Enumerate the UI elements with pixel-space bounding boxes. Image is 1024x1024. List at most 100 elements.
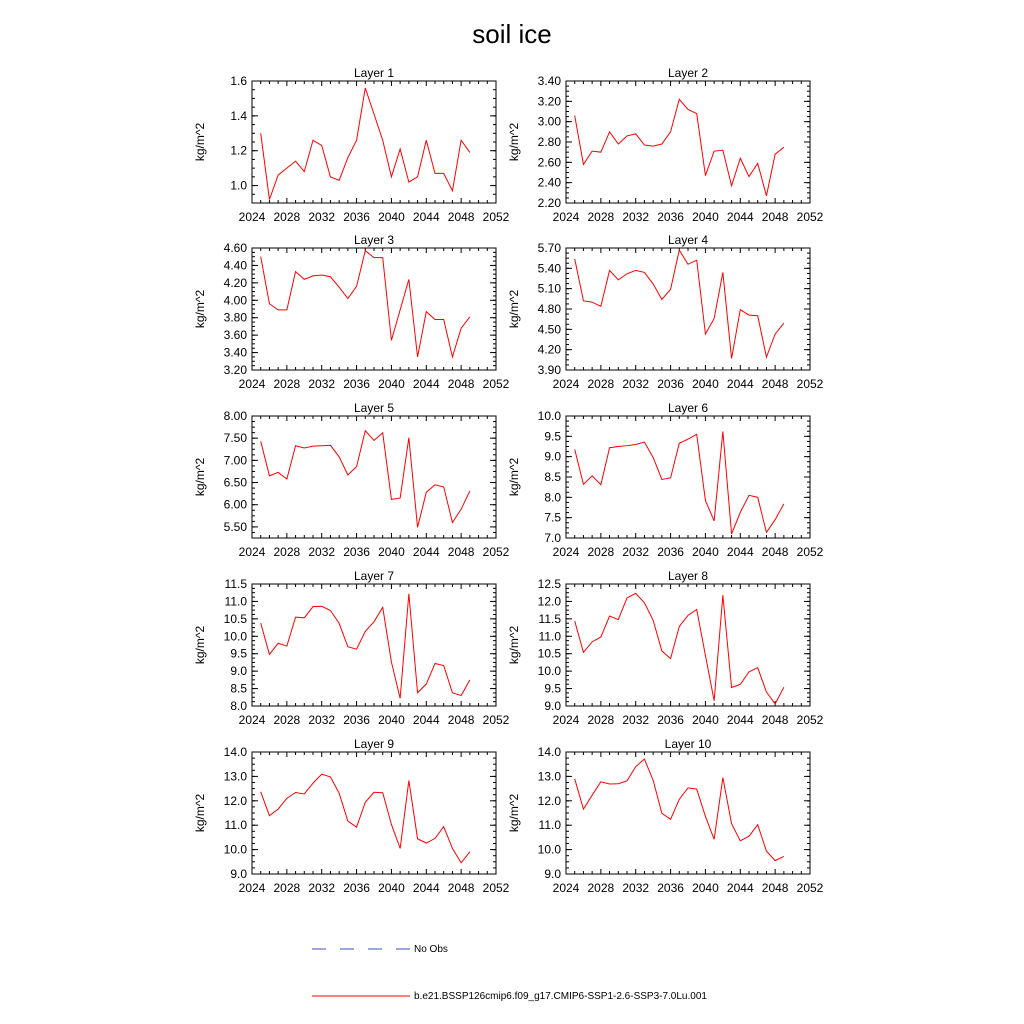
x-tick-label: 2052 xyxy=(797,713,824,727)
x-tick-label: 2052 xyxy=(483,377,510,391)
panel-title: Layer 8 xyxy=(668,569,708,583)
y-tick-label: 9.5 xyxy=(544,682,561,696)
y-axis-label: kg/m^2 xyxy=(507,123,521,162)
plot-frame xyxy=(251,247,497,371)
panel-title: Layer 6 xyxy=(668,401,708,415)
y-tick-label: 3.20 xyxy=(538,94,562,108)
x-tick-label: 2028 xyxy=(588,210,615,224)
y-tick-label: 1.6 xyxy=(230,74,247,88)
series-line xyxy=(260,773,471,864)
y-tick-label: 4.60 xyxy=(224,241,248,255)
x-tick-label: 2032 xyxy=(622,713,649,727)
y-tick-label: 3.00 xyxy=(538,115,562,129)
y-tick-label: 9.5 xyxy=(544,429,561,443)
panels: Layer 1 2024 2028 2032 2036 2040 2044 2048 2052 1… xyxy=(193,66,824,895)
plot-frame xyxy=(251,80,497,204)
x-tick-label: 2028 xyxy=(588,881,615,895)
y-tick-label: 8.5 xyxy=(544,470,561,484)
series-line xyxy=(260,249,471,359)
plot-frame xyxy=(565,583,811,707)
x-tick-label: 2040 xyxy=(692,377,719,391)
plot-frame xyxy=(251,415,497,539)
x-tick-label: 2036 xyxy=(657,377,684,391)
x-tick-label: 2044 xyxy=(413,881,440,895)
x-tick-label: 2040 xyxy=(692,210,719,224)
x-tick-label: 2044 xyxy=(413,713,440,727)
y-tick-label: 1.2 xyxy=(230,144,247,158)
y-tick-label: 3.40 xyxy=(538,74,562,88)
y-tick-label: 7.0 xyxy=(544,531,561,545)
x-tick-label: 2048 xyxy=(762,210,789,224)
y-tick-label: 3.80 xyxy=(224,311,248,325)
panel-title: Layer 3 xyxy=(354,233,394,247)
x-tick-label: 2044 xyxy=(727,545,754,559)
panel-layer-2: Layer 2 2024 2028 2032 2036 2040 2044 2048 2052 2… xyxy=(507,66,824,224)
series-line xyxy=(574,98,785,197)
y-axis-label: kg/m^2 xyxy=(193,794,207,833)
x-tick-label: 2052 xyxy=(797,545,824,559)
x-tick-label: 2052 xyxy=(483,210,510,224)
y-tick-label: 11.0 xyxy=(225,818,248,832)
x-tick-label: 2028 xyxy=(274,713,301,727)
x-tick-label: 2048 xyxy=(448,545,475,559)
x-tick-label: 2032 xyxy=(308,210,335,224)
y-tick-label: 7.50 xyxy=(224,431,248,445)
plot-frame xyxy=(251,583,497,707)
x-tick-label: 2028 xyxy=(588,377,615,391)
y-tick-label: 4.40 xyxy=(224,258,248,272)
panel-title: Layer 1 xyxy=(354,66,394,80)
panel-layer-5: Layer 5 2024 2028 2032 2036 2040 2044 2048 2052 5… xyxy=(193,401,510,559)
x-tick-label: 2048 xyxy=(448,377,475,391)
x-tick-label: 2040 xyxy=(692,881,719,895)
x-tick-label: 2052 xyxy=(797,377,824,391)
y-tick-label: 11.0 xyxy=(225,594,248,608)
y-tick-label: 4.00 xyxy=(224,293,248,307)
x-tick-label: 2048 xyxy=(448,210,475,224)
y-tick-label: 10.0 xyxy=(224,629,248,643)
x-tick-label: 2024 xyxy=(553,210,580,224)
plot-frame xyxy=(565,751,811,875)
y-tick-label: 13.0 xyxy=(224,769,248,783)
y-tick-label: 3.60 xyxy=(224,328,248,342)
x-tick-label: 2044 xyxy=(413,210,440,224)
plot-frame xyxy=(251,751,497,875)
panel-title: Layer 5 xyxy=(354,401,394,415)
panel-title: Layer 10 xyxy=(665,737,712,751)
x-tick-label: 2028 xyxy=(274,377,301,391)
panel-layer-10: Layer 10 2024 2028 2032 2036 2040 2044 2048 2052… xyxy=(507,737,824,895)
x-tick-label: 2036 xyxy=(343,545,370,559)
x-tick-label: 2044 xyxy=(727,377,754,391)
x-tick-label: 2028 xyxy=(274,545,301,559)
series-line xyxy=(260,87,471,200)
panel-layer-9: Layer 9 2024 2028 2032 2036 2040 2044 2048 2052 9… xyxy=(193,737,510,895)
y-tick-label: 2.80 xyxy=(538,135,562,149)
panel-title: Layer 2 xyxy=(668,66,708,80)
x-tick-label: 2044 xyxy=(727,210,754,224)
panel-title: Layer 4 xyxy=(668,233,708,247)
y-tick-label: 5.70 xyxy=(538,241,562,255)
y-tick-label: 10.0 xyxy=(224,843,248,857)
series-line xyxy=(260,593,471,699)
x-tick-label: 2032 xyxy=(622,881,649,895)
x-tick-label: 2036 xyxy=(343,377,370,391)
x-tick-label: 2028 xyxy=(588,713,615,727)
x-tick-label: 2040 xyxy=(378,377,405,391)
y-tick-label: 8.0 xyxy=(230,699,247,713)
plot-frame xyxy=(565,247,811,371)
y-tick-label: 12.5 xyxy=(538,577,562,591)
x-tick-label: 2024 xyxy=(239,713,266,727)
x-tick-label: 2028 xyxy=(274,210,301,224)
y-tick-label: 9.0 xyxy=(544,699,561,713)
x-tick-label: 2036 xyxy=(657,713,684,727)
panel-layer-6: Layer 6 2024 2028 2032 2036 2040 2044 2048 2052 7… xyxy=(507,401,824,559)
legend-model-label: b.e21.BSSP126cmip6.f09_g17.CMIP6-SSP1-2.… xyxy=(414,991,707,1002)
y-tick-label: 3.40 xyxy=(224,346,248,360)
y-axis-label: kg/m^2 xyxy=(193,290,207,329)
series-line xyxy=(574,248,785,359)
x-tick-label: 2040 xyxy=(692,545,719,559)
y-tick-label: 11.5 xyxy=(539,612,562,626)
y-tick-label: 10.0 xyxy=(538,409,562,423)
y-axis-label: kg/m^2 xyxy=(193,123,207,162)
x-tick-label: 2048 xyxy=(448,713,475,727)
legend: No Obs b.e21.BSSP126cmip6.f09_g17.CMIP6-… xyxy=(312,944,707,1002)
